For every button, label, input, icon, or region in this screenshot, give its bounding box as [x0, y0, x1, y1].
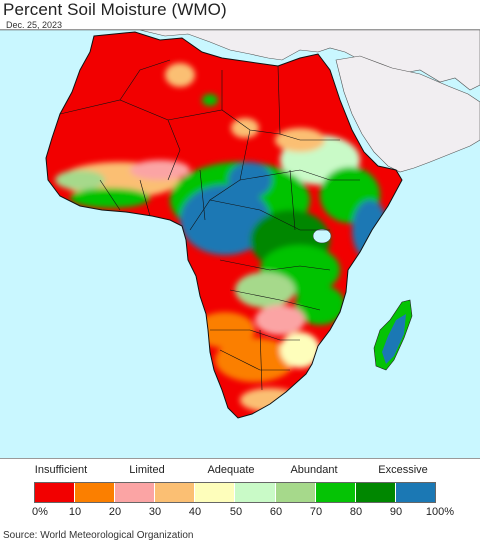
arabian-peninsula	[335, 55, 480, 173]
soil-moisture-map	[0, 29, 480, 459]
map-date: Dec. 25, 2023	[6, 20, 63, 30]
legend-tick: 100%	[425, 506, 455, 518]
legend-tick: 10	[68, 506, 82, 518]
map-svg	[0, 30, 480, 458]
lake-victoria	[312, 228, 332, 244]
legend-tick: 30	[148, 506, 162, 518]
legend-tick: 40	[188, 506, 202, 518]
legend-tick: 60	[269, 506, 283, 518]
legend-category: Adequate	[207, 464, 255, 476]
legend-tick: 20	[108, 506, 122, 518]
legend-tick: 0%	[32, 506, 48, 518]
legend-tick: 50	[229, 506, 243, 518]
legend-color-bar	[34, 482, 436, 503]
source-note: Source: World Meteorological Organizatio…	[3, 530, 194, 541]
legend-category: Abundant	[290, 464, 338, 476]
europe-landmass	[0, 30, 480, 91]
legend-tick: 80	[349, 506, 363, 518]
legend-tick-row: 0% 10 20 30 40 50 60 70 80 90 100%	[0, 506, 480, 520]
legend-swatch	[315, 483, 356, 502]
legend-swatch	[115, 483, 156, 502]
map-title: Percent Soil Moisture (WMO)	[3, 0, 227, 19]
legend-swatch	[395, 483, 435, 502]
legend-category: Excessive	[378, 464, 428, 476]
legend-swatch	[235, 483, 276, 502]
legend-category-row: Insufficient Limited Adequate Abundant E…	[0, 464, 480, 478]
legend-category: Insufficient	[34, 464, 88, 476]
legend-swatch	[195, 483, 236, 502]
legend-category: Limited	[129, 464, 165, 476]
legend-swatch	[355, 483, 396, 502]
legend-swatch	[35, 483, 76, 502]
country-borders	[59, 59, 360, 391]
legend-tick: 90	[389, 506, 403, 518]
legend-swatch	[275, 483, 316, 502]
legend-swatch	[155, 483, 196, 502]
legend-tick: 70	[309, 506, 323, 518]
legend-swatch	[75, 483, 116, 502]
madagascar-east	[382, 314, 406, 364]
